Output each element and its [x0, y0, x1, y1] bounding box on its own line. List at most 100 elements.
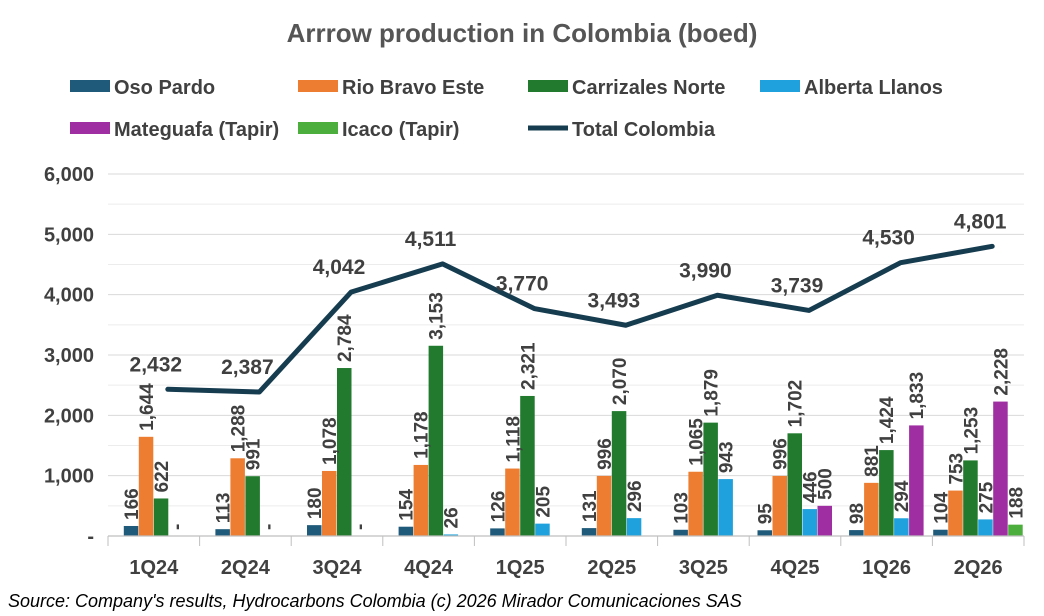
bar-carrizales-norte-2q25: [611, 411, 627, 536]
total-label-1q24: 2,432: [130, 353, 183, 376]
data-label-carrizales-norte-3q24: 2,784: [335, 314, 356, 362]
data-label-oso-pardo-1q25: 126: [488, 491, 509, 523]
legend-label: Icaco (Tapir): [342, 119, 459, 141]
bar-carrizales-norte-3q24: [337, 368, 352, 536]
bar-alberta-llanos-3q25: [718, 479, 733, 536]
total-label-2q26: 4,801: [954, 210, 1007, 233]
legend-item-carrizales-norte: Carrizales Norte: [528, 77, 725, 99]
bar-alberta-llanos-4q24: [443, 534, 459, 536]
y-tick-label: 6,000: [44, 164, 94, 186]
data-label-carrizales-norte-3q25: 1,879: [702, 369, 723, 417]
legend-swatch: [298, 80, 338, 92]
total-label-1q25: 3,770: [496, 273, 549, 296]
bar-alberta-llanos-2q26: [978, 519, 993, 536]
total-label-2q24: 2,387: [221, 356, 274, 379]
bar-oso-pardo-2q26: [933, 529, 948, 536]
bar-rio-bravo-este-4q24: [413, 464, 429, 536]
legend-label: Total Colombia: [572, 119, 716, 141]
y-tick-label: 2,000: [44, 405, 94, 427]
bar-carrizales-norte-2q26: [963, 460, 978, 536]
bar-mateguafa-tapir-4q25: [817, 505, 832, 536]
y-tick-label: 4,000: [44, 285, 94, 307]
bar-mateguafa-tapir-1q26: [909, 425, 924, 536]
data-label-oso-pardo-3q24: 180: [305, 487, 326, 519]
data-label-mateguafa-tapir-1q26: 1,833: [907, 372, 928, 420]
bar-oso-pardo-4q24: [398, 526, 414, 536]
legend-label: Oso Pardo: [114, 77, 215, 99]
legend-swatch: [70, 80, 110, 92]
data-label-oso-pardo-2q25: 131: [580, 490, 601, 522]
data-label-alberta-llanos-2q24: -: [259, 524, 280, 530]
data-label-icaco-tapir-2q26: 188: [1006, 487, 1027, 519]
legend-item-rio-bravo-este: Rio Bravo Este: [298, 77, 484, 99]
legend-item-oso-pardo: Oso Pardo: [70, 77, 215, 99]
data-label-alberta-llanos-3q24: -: [350, 524, 371, 530]
data-label-oso-pardo-1q26: 98: [847, 503, 868, 524]
data-label-carrizales-norte-2q25: 2,070: [610, 358, 631, 406]
x-tick-label: 2Q26: [954, 557, 1003, 579]
data-label-carrizales-norte-4q24: 3,153: [427, 292, 448, 340]
legend-item-mateguafa-tapir: Mateguafa (Tapir): [70, 119, 279, 141]
bar-rio-bravo-este-4q25: [772, 475, 787, 536]
bar-oso-pardo-3q24: [307, 525, 322, 536]
legend-label: Mateguafa (Tapir): [114, 119, 279, 141]
bar-carrizales-norte-4q24: [428, 345, 444, 536]
data-label-rio-bravo-este-4q25: 996: [771, 438, 792, 470]
bar-carrizales-norte-4q25: [787, 433, 802, 536]
data-label-alberta-llanos-1q26: 294: [892, 480, 913, 512]
bar-carrizales-norte-1q25: [520, 395, 535, 536]
bar-icaco-tapir-2q26: [1008, 524, 1023, 536]
bar-carrizales-norte-1q26: [879, 450, 894, 536]
bar-rio-bravo-este-2q26: [948, 490, 963, 536]
bar-oso-pardo-1q26: [849, 530, 864, 536]
data-label-oso-pardo-4q24: 154: [397, 489, 418, 521]
gridlines: [108, 173, 1024, 537]
y-tick-label: 3,000: [44, 345, 94, 367]
x-tick-label: 1Q24: [129, 557, 179, 579]
bar-rio-bravo-este-1q24: [138, 436, 154, 536]
legend-item-icaco-tapir: Icaco (Tapir): [298, 119, 459, 141]
total-label-3q24: 4,042: [313, 256, 366, 279]
data-label-alberta-llanos-4q25: 446: [801, 471, 822, 503]
line-total-colombia: [165, 243, 995, 395]
data-label-oso-pardo-2q26: 104: [931, 492, 952, 524]
x-tick-label: 2Q25: [587, 557, 636, 579]
x-axis: 1Q24 2Q24 3Q24 4Q24 1Q25 2Q25 3Q25 4Q25 1Q26 2Q26: [107, 535, 1025, 579]
data-label-carrizales-norte-2q24: 991: [244, 438, 265, 470]
bars: [123, 345, 1023, 536]
bar-alberta-llanos-2q25: [626, 518, 642, 536]
bar-oso-pardo-1q25: [490, 528, 505, 536]
y-tick-label: 1,000: [44, 466, 94, 488]
legend-item-total-colombia: Total Colombia: [528, 119, 716, 141]
data-label-oso-pardo-1q24: 166: [122, 488, 143, 520]
x-tick-label: 2Q24: [221, 557, 271, 579]
data-label-alberta-llanos-1q24: -: [167, 524, 188, 530]
total-label-4q25: 3,739: [771, 274, 824, 297]
data-label-oso-pardo-4q25: 95: [756, 503, 777, 525]
x-tick-label: 4Q25: [771, 557, 820, 579]
chart-title: Arrrow production in Colombia (boed): [287, 18, 758, 48]
y-tick-label: 5,000: [44, 224, 94, 246]
legend-item-alberta-llanos: Alberta Llanos: [760, 77, 943, 99]
source-note: Source: Company's results, Hydrocarbons …: [8, 591, 742, 611]
total-label-4q24: 4,511: [405, 228, 457, 251]
data-label-rio-bravo-este-1q24: 1,644: [137, 383, 158, 431]
bar-oso-pardo-3q25: [673, 529, 688, 536]
bar-mateguafa-tapir-2q26: [993, 401, 1008, 536]
legend: Oso Pardo Rio Bravo Este Carrizales Norte A…: [70, 77, 943, 141]
data-label-rio-bravo-este-1q26: 881: [862, 445, 883, 477]
data-label-carrizales-norte-1q25: 2,321: [518, 342, 539, 390]
data-label-mateguafa-tapir-4q25: 500: [816, 468, 837, 500]
data-label-rio-bravo-este-3q25: 1,065: [687, 418, 708, 466]
legend-swatch: [760, 80, 800, 92]
data-label-alberta-llanos-1q25: 205: [533, 485, 554, 517]
legend-label: Alberta Llanos: [804, 77, 943, 99]
bar-oso-pardo-4q25: [757, 530, 772, 536]
data-label-alberta-llanos-4q24: 26: [442, 507, 463, 528]
data-label-alberta-llanos-3q25: 943: [717, 441, 738, 473]
data-label-carrizales-norte-2q26: 1,253: [961, 407, 982, 455]
total-label-1q26: 4,530: [862, 227, 915, 250]
total-label-2q25: 3,493: [588, 289, 641, 312]
data-label-rio-bravo-este-4q24: 1,178: [412, 411, 433, 459]
